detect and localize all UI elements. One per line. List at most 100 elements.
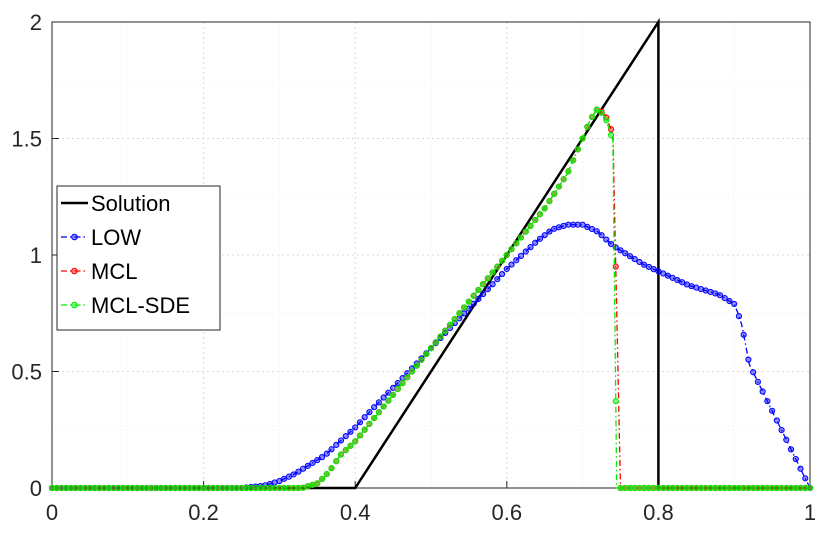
data-point bbox=[532, 239, 539, 246]
data-point bbox=[456, 310, 463, 317]
series-mcl-sde bbox=[48, 106, 814, 492]
data-point bbox=[333, 441, 340, 448]
legend-swatch-marker bbox=[71, 267, 78, 275]
data-point bbox=[484, 286, 491, 293]
data-point bbox=[361, 426, 368, 433]
data-point bbox=[617, 247, 624, 254]
x-tick-label: 0.6 bbox=[492, 500, 523, 525]
y-tick-label: 2 bbox=[30, 10, 42, 35]
legend: Solution LOW MCL MCL-SDE bbox=[56, 185, 221, 331]
data-point bbox=[598, 232, 605, 239]
data-point bbox=[735, 313, 743, 320]
legend-swatch-marker bbox=[71, 301, 78, 309]
data-point bbox=[299, 465, 307, 472]
data-point bbox=[475, 286, 482, 294]
series-line bbox=[52, 224, 811, 489]
data-point bbox=[787, 446, 795, 453]
data-point bbox=[759, 388, 766, 395]
data-point bbox=[541, 205, 548, 212]
data-point bbox=[323, 470, 330, 478]
data-point bbox=[806, 484, 814, 492]
data-point bbox=[432, 339, 439, 346]
data-point bbox=[413, 362, 420, 369]
data-point bbox=[745, 356, 752, 363]
data-point bbox=[328, 465, 335, 472]
x-tick-label: 0.2 bbox=[188, 500, 219, 525]
data-point bbox=[489, 281, 496, 288]
data-point bbox=[527, 222, 534, 229]
data-point bbox=[337, 451, 345, 458]
data-point bbox=[475, 295, 482, 302]
data-point bbox=[612, 398, 619, 405]
data-point bbox=[323, 450, 330, 457]
x-tick-label: 1 bbox=[804, 500, 816, 525]
data-point bbox=[498, 257, 506, 264]
data-point bbox=[636, 258, 643, 266]
data-point bbox=[342, 433, 349, 440]
data-point bbox=[517, 252, 525, 259]
data-point bbox=[394, 385, 401, 393]
data-point bbox=[527, 244, 534, 251]
data-point bbox=[399, 380, 406, 387]
data-point bbox=[626, 253, 634, 260]
data-point bbox=[631, 255, 638, 263]
legend-label: Solution bbox=[91, 191, 171, 216]
legend-item-mcl-sde: MCL-SDE bbox=[61, 293, 190, 318]
data-point bbox=[371, 415, 378, 422]
data-point bbox=[489, 269, 496, 276]
data-point bbox=[603, 236, 610, 243]
data-point bbox=[380, 394, 387, 401]
data-point bbox=[442, 327, 449, 334]
data-point bbox=[598, 109, 605, 116]
data-point bbox=[546, 198, 553, 205]
legend-item-solution: Solution bbox=[61, 191, 171, 216]
data-point bbox=[570, 157, 577, 164]
data-point bbox=[318, 475, 326, 483]
data-point bbox=[375, 409, 382, 416]
data-point bbox=[494, 263, 501, 270]
data-point bbox=[337, 437, 345, 444]
series-line bbox=[52, 17, 810, 490]
data-point bbox=[726, 297, 733, 305]
x-tick-label: 0 bbox=[46, 500, 58, 525]
x-tick-label: 0.4 bbox=[340, 500, 371, 525]
data-point bbox=[536, 235, 544, 242]
data-point bbox=[607, 126, 615, 133]
data-point bbox=[721, 295, 728, 302]
data-point bbox=[366, 409, 373, 416]
data-point bbox=[352, 424, 359, 431]
data-point bbox=[622, 250, 629, 257]
data-point bbox=[555, 183, 563, 190]
data-point bbox=[716, 292, 724, 299]
data-point bbox=[408, 368, 416, 375]
legend-item-low: LOW bbox=[61, 225, 141, 250]
legend-item-mcl: MCL bbox=[61, 259, 137, 284]
data-point bbox=[769, 407, 776, 414]
data-point bbox=[579, 135, 586, 142]
data-point bbox=[551, 190, 558, 197]
data-point bbox=[536, 211, 544, 218]
data-point bbox=[574, 146, 581, 153]
legend-box bbox=[56, 185, 221, 331]
data-point bbox=[593, 106, 600, 113]
data-point bbox=[584, 123, 591, 130]
data-point bbox=[437, 333, 444, 340]
data-point bbox=[347, 428, 354, 435]
data-point bbox=[498, 270, 506, 278]
data-point bbox=[328, 446, 335, 453]
data-point bbox=[371, 404, 378, 411]
tick-labels: 0 0.2 0.4 0.6 0.8 1 0 0.5 1 1.5 2 bbox=[11, 10, 816, 525]
data-point bbox=[546, 228, 553, 235]
data-point bbox=[508, 261, 515, 268]
legend-swatch-marker bbox=[71, 233, 78, 241]
y-tick-label: 0.5 bbox=[11, 360, 42, 385]
data-point bbox=[404, 374, 411, 381]
data-point bbox=[361, 414, 368, 421]
data-point bbox=[366, 420, 373, 428]
data-point bbox=[461, 304, 468, 311]
data-point bbox=[446, 321, 454, 328]
data-point bbox=[342, 447, 349, 454]
data-point bbox=[385, 397, 392, 404]
data-point bbox=[304, 462, 311, 469]
data-point bbox=[380, 403, 387, 410]
